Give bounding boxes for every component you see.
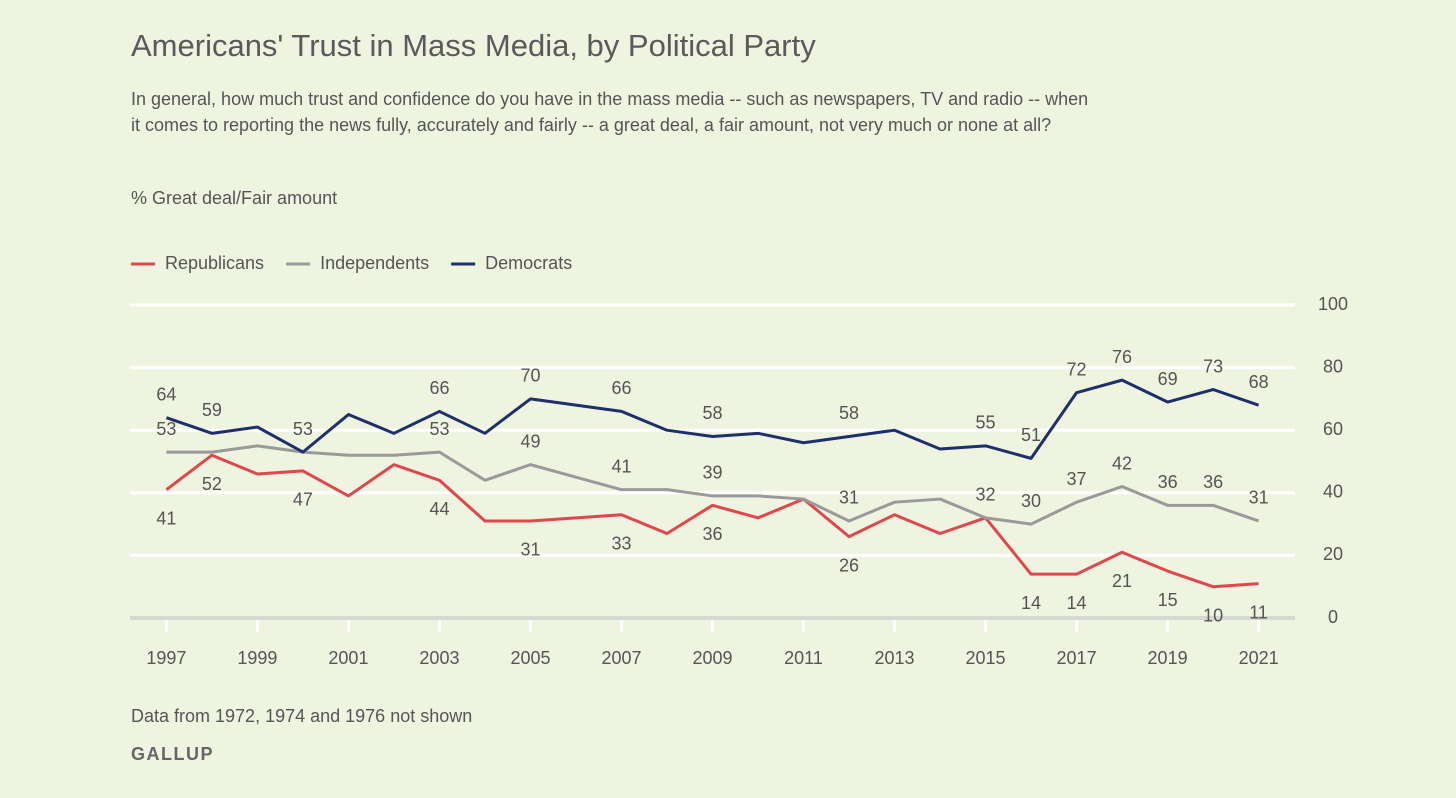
legend-label: Independents	[320, 253, 429, 273]
data-label: 26	[839, 555, 859, 575]
data-label: 53	[156, 419, 176, 439]
data-label: 41	[611, 456, 631, 476]
data-label: 36	[1203, 472, 1223, 492]
data-label: 31	[520, 540, 540, 560]
data-label: 33	[611, 533, 631, 553]
data-label: 52	[202, 474, 222, 494]
series-line	[166, 444, 1260, 526]
chart-title: Americans' Trust in Mass Media, by Polit…	[131, 28, 816, 63]
data-label: 21	[1112, 571, 1132, 591]
data-label: 76	[1112, 347, 1132, 367]
data-label: 44	[429, 499, 449, 519]
data-label: 66	[611, 378, 631, 398]
data-label: 49	[520, 431, 540, 451]
data-label: 58	[839, 403, 859, 423]
series-line	[165, 453, 1259, 589]
data-label: 36	[702, 524, 722, 544]
y-axis-label: % Great deal/Fair amount	[131, 188, 338, 208]
data-label: 69	[1158, 369, 1178, 389]
x-tick-label: 2021	[1239, 648, 1279, 668]
x-tick-label: 2005	[510, 648, 550, 668]
data-label: 32	[976, 485, 996, 505]
x-tick-label: 1997	[146, 648, 186, 668]
x-tick-label: 1999	[237, 648, 277, 668]
y-tick-label: 60	[1323, 419, 1343, 439]
y-tick-label: 40	[1323, 482, 1343, 502]
data-label: 14	[1067, 593, 1087, 613]
data-label: 58	[702, 403, 722, 423]
x-tick-label: 2015	[966, 648, 1006, 668]
data-label: 66	[429, 378, 449, 398]
data-label: 55	[976, 413, 996, 433]
data-label: 47	[293, 490, 313, 510]
x-tick-label: 2013	[875, 648, 915, 668]
y-tick-label: 0	[1328, 607, 1338, 627]
data-label: 11	[1249, 602, 1268, 622]
data-label: 39	[702, 463, 722, 483]
x-tick-label: 2017	[1057, 648, 1097, 668]
data-label: 70	[520, 366, 540, 386]
data-label: 10	[1203, 605, 1223, 625]
data-label: 51	[1021, 425, 1041, 445]
x-tick-label: 2011	[784, 648, 823, 668]
x-tick-label: 2007	[601, 648, 641, 668]
data-label: 36	[1158, 472, 1178, 492]
data-label: 31	[839, 488, 859, 508]
data-label: 41	[156, 508, 176, 528]
x-tick-label: 2019	[1148, 648, 1188, 668]
legend-label: Republicans	[165, 253, 264, 273]
data-label: 59	[202, 400, 222, 420]
data-label: 42	[1112, 453, 1132, 473]
source: GALLUP	[131, 744, 214, 764]
data-label: 72	[1067, 359, 1087, 379]
data-label: 15	[1158, 590, 1178, 610]
data-label: 68	[1249, 372, 1269, 392]
x-tick-label: 2001	[328, 648, 368, 668]
chart-subtitle: In general, how much trust and confidenc…	[131, 89, 1089, 135]
data-label: 53	[293, 419, 313, 439]
data-label: 14	[1021, 593, 1041, 613]
data-label: 30	[1021, 491, 1041, 511]
data-label: 31	[1249, 488, 1269, 508]
y-tick-label: 80	[1323, 356, 1343, 376]
y-tick-label: 20	[1323, 544, 1343, 564]
footnote: Data from 1972, 1974 and 1976 not shown	[131, 706, 473, 726]
legend-label: Democrats	[485, 253, 572, 273]
x-tick-label: 2009	[692, 648, 732, 668]
data-label: 73	[1203, 356, 1223, 376]
data-label: 37	[1067, 469, 1087, 489]
series-line	[165, 378, 1260, 460]
data-label: 64	[156, 384, 176, 404]
y-tick-label: 100	[1318, 294, 1348, 314]
data-label: 53	[429, 419, 449, 439]
x-tick-label: 2003	[419, 648, 459, 668]
